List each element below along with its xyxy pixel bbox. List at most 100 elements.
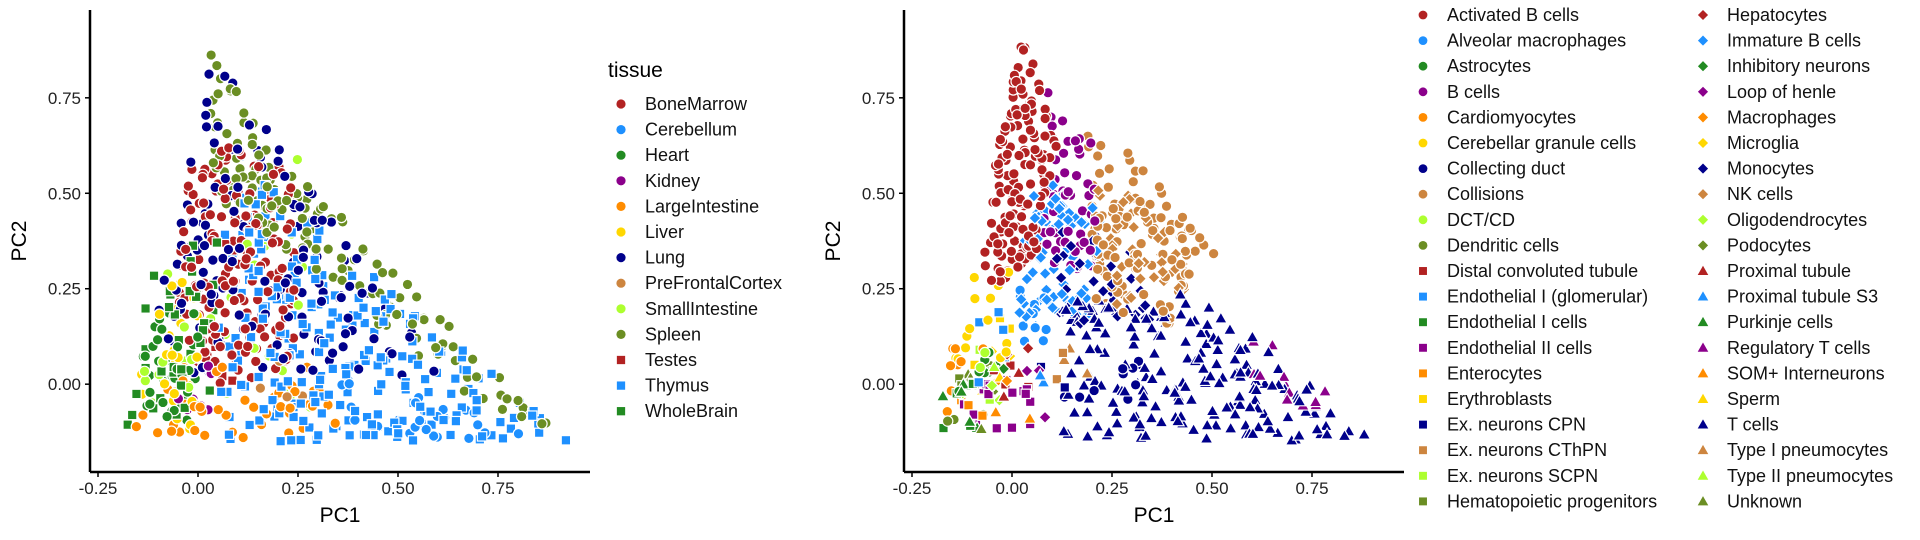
point-largeintestine	[130, 420, 143, 433]
point-thymus	[309, 254, 320, 266]
point-t-cells	[1210, 342, 1226, 356]
point-collecting-duct	[1129, 379, 1142, 391]
point-activated-b-cells	[1038, 176, 1050, 189]
point-t-cells	[1132, 416, 1148, 430]
legend-item-oligodendrocytes: Oligodendrocytes	[1697, 210, 1867, 230]
point-t-cells	[1191, 351, 1207, 364]
point-liver	[166, 349, 178, 361]
point-thymus	[227, 361, 238, 373]
point-thymus	[375, 352, 387, 363]
point-activated-b-cells	[1015, 210, 1028, 223]
point-kidney	[202, 360, 215, 372]
point-b-cells	[1084, 244, 1097, 257]
point-collecting-duct	[1073, 391, 1086, 403]
point-immature-b-cells	[1062, 263, 1077, 277]
legend-item-loop-of-henle: Loop of henle	[1697, 82, 1836, 102]
point-thymus	[423, 386, 434, 398]
point-smallintestine	[178, 321, 191, 333]
point-t-cells	[1213, 310, 1229, 324]
legend-key-type-i-pneumocytes	[1697, 444, 1709, 455]
point-activated-b-cells	[1004, 209, 1016, 222]
point-lung	[271, 339, 283, 351]
point-cerebellar-granule-cells	[963, 322, 976, 335]
point-t-cells	[1184, 392, 1199, 405]
point-wholebrain	[175, 364, 187, 375]
point-bonemarrow	[177, 225, 190, 238]
point-lung	[228, 205, 240, 218]
point-thymus	[235, 379, 247, 391]
point-t-cells	[1209, 356, 1224, 370]
x-tick-label: 0.00	[181, 479, 214, 498]
point-t-cells	[1247, 392, 1263, 406]
point-t-cells	[1090, 418, 1105, 432]
legend-item-som-interneurons: SOM+ Interneurons	[1697, 363, 1885, 383]
point-activated-b-cells	[1013, 251, 1026, 263]
point-wholebrain	[148, 270, 160, 282]
point-spleen	[253, 149, 265, 161]
point-cerebellum	[512, 427, 525, 440]
point-collecting-duct	[1116, 362, 1129, 375]
legend-label: Enterocytes	[1447, 363, 1542, 383]
point-alveolar-macrophages	[1029, 321, 1042, 334]
point-collisions	[1153, 181, 1166, 193]
point-lung	[175, 297, 188, 310]
point-spleen	[301, 226, 313, 238]
point-thymus	[310, 396, 321, 408]
point-lung	[315, 295, 328, 308]
point-collisions	[1137, 164, 1149, 177]
legend-item-nk-cells: NK cells	[1697, 184, 1793, 204]
legend-item-thymus: Thymus	[616, 376, 709, 396]
point-lung	[200, 121, 213, 133]
point-collisions	[1160, 200, 1173, 213]
point-t-cells	[1127, 329, 1143, 342]
legend-label: Lung	[645, 248, 685, 268]
point-thymus	[243, 227, 255, 238]
point-collisions	[1102, 181, 1115, 193]
legend-label: Activated B cells	[1447, 5, 1579, 25]
point-heart	[144, 398, 156, 410]
point-spleen	[418, 313, 430, 326]
point-thymus	[327, 363, 339, 375]
legend-label: Loop of henle	[1727, 82, 1836, 102]
point-largeintestine	[212, 403, 225, 416]
point-monocytes	[1124, 271, 1139, 286]
legend-item-enterocytes: Enterocytes	[1419, 363, 1542, 383]
legend-item-podocytes: Podocytes	[1697, 235, 1811, 255]
point-activated-b-cells	[992, 158, 1005, 170]
point-lung	[337, 340, 349, 353]
point-largeintestine	[216, 361, 229, 374]
point-activated-b-cells	[1015, 83, 1028, 95]
legend-label: T cells	[1727, 415, 1779, 435]
point-t-cells	[1200, 317, 1215, 331]
point-lung	[158, 274, 171, 287]
point-wholebrain	[163, 301, 175, 313]
point-nk-cells	[1155, 265, 1170, 279]
point-lung	[342, 312, 354, 324]
point-enterocytes	[963, 399, 974, 411]
point-cerebellum	[349, 414, 361, 426]
point-lung	[428, 365, 440, 378]
point-t-cells	[1208, 417, 1224, 431]
point-largeintestine	[165, 425, 178, 438]
point-thymus	[254, 415, 265, 426]
point-spleen	[390, 308, 403, 321]
legend-label: Collecting duct	[1447, 159, 1565, 179]
point-collisions	[1166, 253, 1178, 266]
point-largeintestine	[289, 385, 301, 398]
point-thymus	[296, 376, 308, 388]
point-lung	[277, 352, 290, 365]
legend-item-purkinje-cells: Purkinje cells	[1697, 312, 1833, 332]
point-bonemarrow	[182, 180, 195, 192]
point-wholebrain	[175, 380, 187, 391]
point-lung	[233, 242, 246, 255]
point-monocytes	[1050, 251, 1064, 266]
legend-label: Erythroblasts	[1447, 389, 1552, 409]
legend-label: Podocytes	[1727, 235, 1811, 255]
legend-key-wholebrain	[616, 407, 626, 416]
legend-item-endothelial-i-cells: Endothelial I cells	[1419, 312, 1587, 332]
point-t-cells	[1173, 306, 1189, 320]
legend-key-hematopoietic-progenitors	[1419, 497, 1427, 506]
point-t-cells	[1219, 399, 1235, 413]
point-liver	[191, 351, 203, 363]
point-cerebellum	[343, 377, 356, 390]
